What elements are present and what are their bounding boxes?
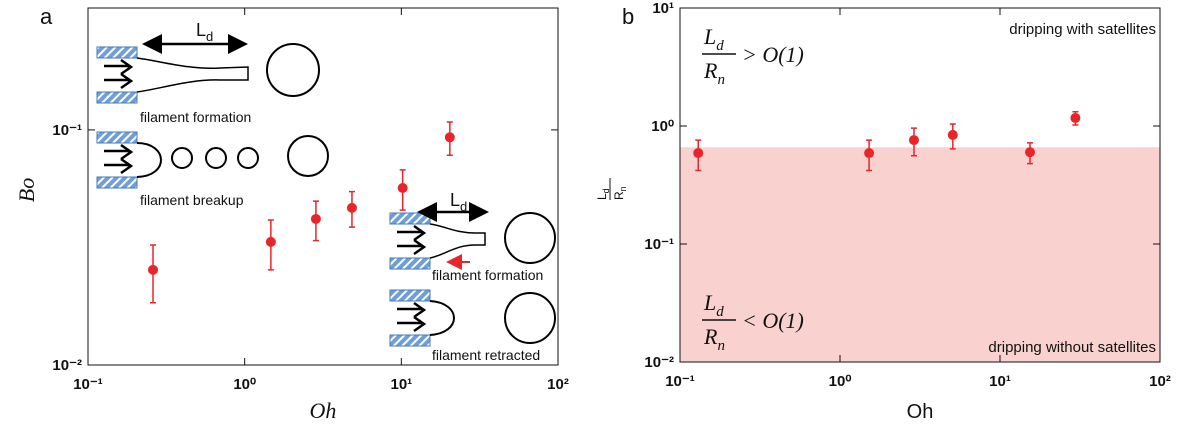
y-axis-label: Bo <box>14 178 39 202</box>
equation-relation: < O(1) <box>742 308 804 333</box>
data-point <box>864 148 874 158</box>
y-tick-label: 10⁻¹ <box>644 236 674 253</box>
x-tick-label: 10⁰ <box>829 373 852 390</box>
annotation: dripping without satellites <box>988 339 1156 356</box>
data-point <box>1025 147 1035 157</box>
equation-part: d <box>716 304 724 320</box>
x-tick-label: 10² <box>1149 373 1171 390</box>
y-tick-label: 10⁻² <box>644 354 674 371</box>
annotation: filament breakup <box>140 192 244 208</box>
y-label-numerator: Ld <box>595 188 611 200</box>
equation-part: L <box>703 24 716 49</box>
inset-filament-retracted <box>390 290 555 346</box>
data-point <box>909 135 919 145</box>
equation: Ld Rn > O(1) <box>702 24 804 88</box>
equation-part: n <box>717 338 725 354</box>
annotation: Ld <box>450 190 467 214</box>
figure: 10⁻¹ 10⁰ 10¹ 10² 10⁻² 10⁻¹ 10⁻¹ 10⁰ 10¹ 10² 10⁻² 10… <box>0 0 1177 427</box>
page: 10⁻¹ 10⁰ 10¹ 10² 10⁻² 10⁻¹ 10⁻¹ 10⁰ 10¹ 10² 10⁻² 10… <box>0 0 1177 432</box>
equation-part: n <box>717 72 725 88</box>
data-point <box>693 148 703 158</box>
data-point <box>948 130 958 140</box>
data-point <box>445 132 455 142</box>
inset-filament-breakup <box>97 132 328 188</box>
y-tick-label: 10¹ <box>652 0 674 17</box>
x-axis-label: Oh <box>310 398 337 423</box>
x-tick-label: 10² <box>547 376 569 393</box>
x-tick-label: 10¹ <box>390 376 412 393</box>
annotation: dripping with satellites <box>1009 21 1156 38</box>
y-label-part: R <box>612 191 626 200</box>
annotation: filament formation <box>432 267 543 283</box>
data-point <box>1070 113 1080 123</box>
inset-filament-formation-2 <box>390 212 555 269</box>
x-tick-label: 10⁻¹ <box>665 373 695 390</box>
equation-relation: > O(1) <box>742 42 804 67</box>
equation-numerator: Ld <box>703 24 724 54</box>
annotation-text: L <box>450 190 460 210</box>
y-tick-label: 10⁻¹ <box>52 122 82 139</box>
annotation-text: L <box>196 20 206 40</box>
annotation: filament formation <box>140 109 251 125</box>
y-tick-label: 10⁻² <box>52 357 82 374</box>
equation-part: L <box>703 290 716 315</box>
data-point <box>266 237 276 247</box>
equation-part: d <box>716 38 724 54</box>
annotation-sub: d <box>460 199 467 214</box>
annotation: Ld <box>196 20 213 44</box>
y-tick-label: 10⁰ <box>651 118 674 135</box>
data-point <box>311 214 321 224</box>
y-axis-label: Ld Rn <box>595 178 628 200</box>
annotation-sub: d <box>206 29 213 44</box>
panel-label: a <box>40 4 53 29</box>
x-tick-label: 10⁰ <box>233 376 256 393</box>
data-point <box>347 203 357 213</box>
annotation: filament retracted <box>432 347 540 363</box>
equation-part: R <box>703 324 718 349</box>
inset-filament-formation <box>97 44 319 103</box>
data-point <box>148 265 158 275</box>
y-label-denominator: Rn <box>612 186 628 200</box>
equation-denominator: Rn <box>703 58 725 88</box>
data-point <box>398 183 408 193</box>
equation-part: R <box>703 58 718 83</box>
x-tick-label: 10¹ <box>989 373 1011 390</box>
x-tick-label: 10⁻¹ <box>73 376 103 393</box>
y-label-part: n <box>618 186 628 191</box>
panel-label: b <box>622 4 634 29</box>
x-axis-label: Oh <box>907 401 934 423</box>
